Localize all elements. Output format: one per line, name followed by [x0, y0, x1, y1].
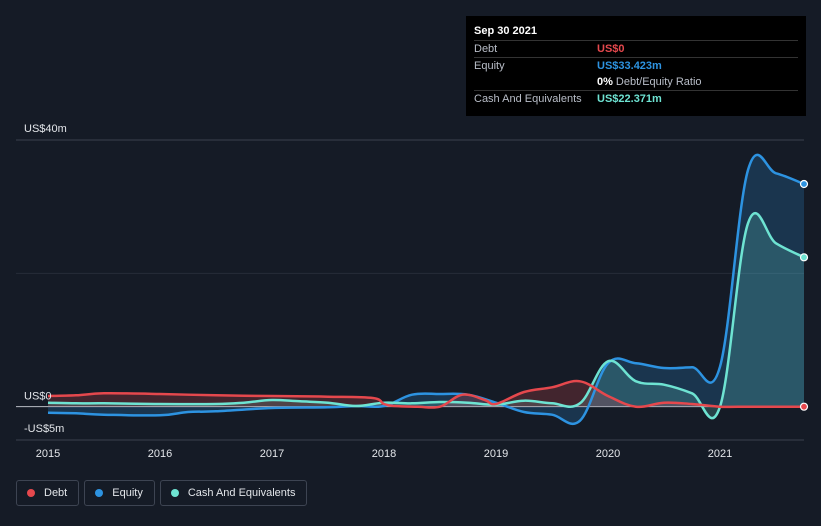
tooltip-row-cash: Cash And Equivalents US$22.371m	[474, 90, 798, 107]
x-tick-label: 2017	[260, 448, 284, 460]
legend-item-debt[interactable]: Debt	[16, 480, 80, 506]
tooltip-date: Sep 30 2021	[474, 25, 537, 37]
legend-label-equity: Equity	[112, 487, 143, 499]
legend-dot-debt	[27, 489, 35, 497]
line-debt	[47, 379, 804, 409]
legend-label-cash: Cash And Equivalents	[187, 487, 296, 499]
chart-tooltip: Sep 30 2021 Debt US$0 Equity US$33.423m …	[466, 16, 806, 116]
line-cash-and-equivalents	[47, 212, 805, 420]
endpoint-equity	[799, 179, 809, 189]
legend-item-equity[interactable]: Equity	[84, 480, 155, 506]
y-tick-label: -US$5m	[24, 423, 64, 435]
endpoint-debt	[799, 402, 809, 411]
y-axis-labels: US$40m US$0 -US$5m	[24, 123, 67, 435]
y-tick-label: US$0	[24, 391, 52, 403]
area-equity	[48, 154, 804, 424]
area-debt	[48, 381, 804, 408]
legend-item-cash[interactable]: Cash And Equivalents	[159, 480, 308, 506]
legend-dot-cash	[170, 489, 179, 497]
tooltip-row-equity: Equity US$33.423m	[474, 57, 798, 74]
x-axis-labels: 2015 2016 2017 2018 2019 2020 2021	[36, 448, 732, 460]
tooltip-equity-value: US$33.423m	[597, 60, 662, 72]
tooltip-row-debt: Debt US$0	[474, 40, 798, 57]
chart-legend: Debt Equity Cash And Equivalents	[16, 480, 308, 506]
tooltip-row-ratio: 0% Debt/Equity Ratio	[474, 74, 798, 90]
area-cash-and-equivalents	[48, 213, 804, 419]
tooltip-equity-label: Equity	[474, 60, 505, 72]
x-tick-label: 2018	[372, 448, 396, 460]
series-endpoints	[799, 179, 809, 411]
tooltip-cash-value: US$22.371m	[597, 93, 662, 105]
tooltip-ratio-percent: 0%	[597, 76, 613, 88]
tooltip-ratio-label: Debt/Equity Ratio	[615, 76, 702, 88]
chart-lines	[47, 153, 805, 426]
legend-dot-equity	[95, 489, 104, 497]
chart-areas	[48, 154, 804, 424]
x-tick-label: 2015	[36, 448, 60, 460]
y-tick-label: US$40m	[24, 123, 67, 135]
x-tick-label: 2016	[148, 448, 172, 460]
x-tick-label: 2021	[708, 448, 732, 460]
x-tick-label: 2020	[596, 448, 620, 460]
legend-label-debt: Debt	[44, 487, 68, 499]
x-tick-label: 2019	[484, 448, 508, 460]
tooltip-debt-value: US$0	[597, 43, 625, 55]
tooltip-cash-label: Cash And Equivalents	[474, 93, 582, 105]
tooltip-debt-label: Debt	[474, 43, 498, 55]
endpoint-cash-and-equivalents	[799, 253, 809, 262]
